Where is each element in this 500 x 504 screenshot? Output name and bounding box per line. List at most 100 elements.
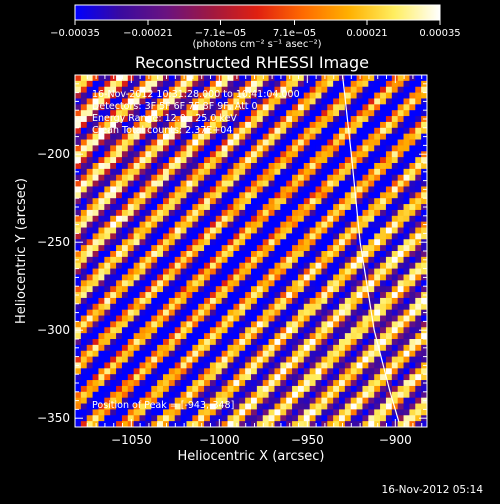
heatmap-cell	[333, 145, 340, 152]
heatmap-cell	[98, 409, 105, 416]
heatmap-cell	[415, 362, 422, 369]
heatmap-cell	[356, 98, 363, 105]
heatmap-cell	[309, 80, 316, 88]
heatmap-cell	[344, 397, 352, 404]
heatmap-cell	[333, 333, 340, 340]
heatmap-cell	[362, 209, 369, 217]
heatmap-cell	[350, 268, 357, 275]
heatmap-cell	[268, 409, 275, 416]
heatmap-cell	[221, 309, 228, 316]
heatmap-cell	[174, 192, 181, 199]
heatmap-cell	[116, 198, 123, 205]
heatmap-cell	[415, 344, 422, 352]
heatmap-cell	[204, 116, 211, 123]
heatmap-cell	[403, 315, 410, 322]
heatmap-cell	[374, 227, 381, 234]
heatmap-cell	[409, 133, 416, 140]
heatmap-cell	[251, 297, 258, 305]
heatmap-cell	[409, 116, 416, 123]
heatmap-cell	[215, 339, 223, 346]
heatmap-cell	[262, 192, 269, 199]
heatmap-cell	[286, 215, 293, 223]
heatmap-cell	[75, 356, 82, 363]
heatmap-cell	[339, 104, 346, 111]
heatmap-cell	[356, 209, 363, 217]
heatmap-cell	[110, 92, 117, 99]
heatmap-cell	[256, 174, 264, 181]
heatmap-cell	[409, 397, 416, 404]
heatmap-cell	[321, 339, 328, 346]
heatmap-cell	[362, 321, 369, 328]
heatmap-cell	[180, 374, 187, 381]
heatmap-cell	[309, 385, 316, 393]
heatmap-cell	[339, 198, 346, 205]
heatmap-cell	[139, 204, 146, 211]
heatmap-cell	[333, 157, 340, 164]
heatmap-cell	[315, 221, 322, 228]
heatmap-cell	[321, 368, 328, 375]
heatmap-cell	[139, 116, 146, 123]
heatmap-cell	[280, 292, 287, 299]
heatmap-cell	[233, 245, 240, 252]
heatmap-cell	[356, 251, 363, 258]
heatmap-cell	[403, 403, 410, 410]
heatmap-cell	[157, 391, 164, 399]
heatmap-cell	[380, 339, 387, 346]
heatmap-cell	[204, 133, 211, 140]
heatmap-cell	[110, 86, 117, 93]
heatmap-cell	[227, 204, 234, 211]
heatmap-cell	[186, 327, 193, 334]
heatmap-cell	[110, 180, 117, 187]
heatmap-cell	[327, 309, 334, 316]
heatmap-cell	[262, 274, 269, 281]
heatmap-cell	[145, 233, 152, 240]
heatmap-cell	[121, 309, 129, 316]
heatmap-cell	[421, 280, 427, 287]
heatmap-cell	[391, 233, 399, 240]
heatmap-cell	[333, 209, 340, 217]
heatmap-cell	[374, 374, 381, 381]
heatmap-cell	[145, 356, 152, 363]
heatmap-cell	[297, 262, 305, 269]
heatmap-cell	[409, 180, 416, 187]
heatmap-cell	[251, 157, 258, 164]
heatmap-cell	[180, 145, 187, 152]
heatmap-cell	[274, 245, 281, 252]
heatmap-cell	[368, 116, 375, 123]
heatmap-cell	[286, 221, 293, 228]
heatmap-cell	[233, 297, 240, 305]
heatmap-cell	[80, 403, 88, 410]
heatmap-cell	[339, 380, 346, 387]
heatmap-cell	[174, 198, 181, 205]
heatmap-cell	[339, 92, 346, 99]
heatmap-cell	[245, 368, 252, 375]
heatmap-cell	[151, 104, 158, 111]
heatmap-cell	[344, 163, 352, 170]
heatmap-cell	[274, 397, 281, 404]
heatmap-cell	[104, 116, 111, 123]
heatmap-cell	[127, 110, 135, 117]
heatmap-cell	[145, 415, 152, 422]
heatmap-cell	[380, 139, 387, 146]
heatmap-cell	[239, 380, 246, 387]
heatmap-cell	[186, 356, 193, 363]
heatmap-cell	[421, 127, 427, 135]
heatmap-cell	[163, 333, 170, 340]
heatmap-cell	[286, 121, 293, 129]
heatmap-cell	[380, 198, 387, 205]
heatmap-cell	[280, 356, 287, 363]
heatmap-cell	[280, 104, 287, 111]
heatmap-cell	[145, 80, 152, 88]
heatmap-cell	[368, 133, 375, 140]
heatmap-cell	[280, 233, 287, 240]
heatmap-cell	[368, 221, 375, 228]
heatmap-cell	[409, 198, 416, 205]
heatmap-cell	[315, 327, 322, 334]
heatmap-cell	[163, 139, 170, 146]
heatmap-cell	[239, 368, 246, 375]
heatmap-cell	[180, 339, 187, 346]
heatmap-cell	[268, 92, 275, 99]
heatmap-cell	[385, 374, 393, 381]
heatmap-cell	[227, 192, 234, 199]
heatmap-cell	[227, 86, 234, 93]
